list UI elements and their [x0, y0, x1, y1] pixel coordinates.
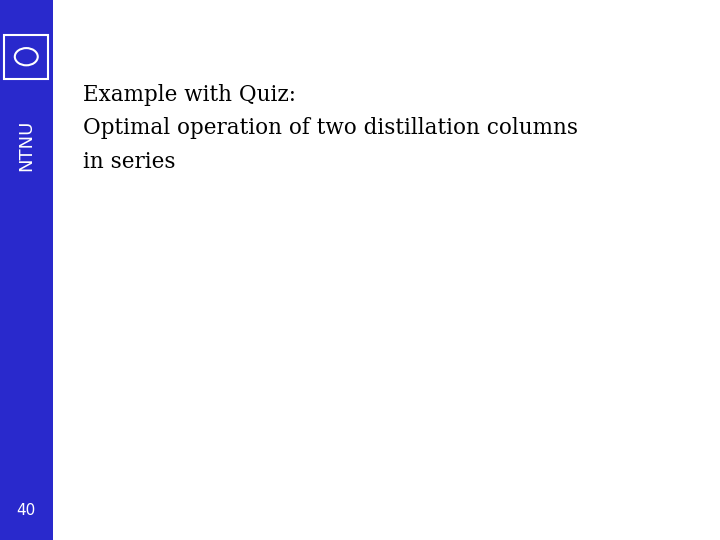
- Text: 40: 40: [17, 503, 36, 518]
- Text: Example with Quiz:: Example with Quiz:: [83, 84, 296, 106]
- Bar: [0, 0, 53, 540]
- Text: Optimal operation of two distillation columns: Optimal operation of two distillation co…: [83, 117, 577, 139]
- Text: NTNU: NTNU: [17, 120, 35, 172]
- Text: in series: in series: [83, 151, 175, 173]
